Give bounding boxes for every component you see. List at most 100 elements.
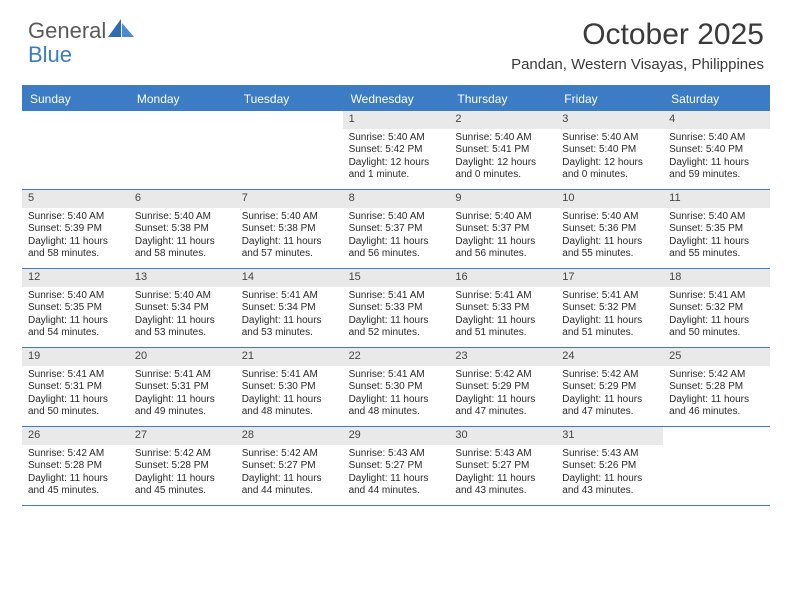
- day-cell: 23Sunrise: 5:42 AMSunset: 5:29 PMDayligh…: [449, 348, 556, 426]
- day-info: Sunrise: 5:40 AMSunset: 5:34 PMDaylight:…: [129, 287, 236, 344]
- daylight-text: Daylight: 11 hours and 58 minutes.: [28, 236, 123, 261]
- sunrise-text: Sunrise: 5:40 AM: [455, 211, 550, 224]
- date-number: 26: [22, 427, 129, 445]
- date-number: 5: [22, 190, 129, 208]
- date-number: 15: [343, 269, 450, 287]
- day-info: Sunrise: 5:40 AMSunset: 5:36 PMDaylight:…: [556, 208, 663, 265]
- daylight-text: Daylight: 11 hours and 50 minutes.: [28, 394, 123, 419]
- date-number: 27: [129, 427, 236, 445]
- date-number: 19: [22, 348, 129, 366]
- day-cell: 15Sunrise: 5:41 AMSunset: 5:33 PMDayligh…: [343, 269, 450, 347]
- daylight-text: Daylight: 11 hours and 53 minutes.: [135, 315, 230, 340]
- day-info: Sunrise: 5:42 AMSunset: 5:27 PMDaylight:…: [236, 445, 343, 502]
- daylight-text: Daylight: 11 hours and 53 minutes.: [242, 315, 337, 340]
- day-cell: 5Sunrise: 5:40 AMSunset: 5:39 PMDaylight…: [22, 190, 129, 268]
- day-cell: [22, 111, 129, 189]
- daylight-text: Daylight: 11 hours and 55 minutes.: [669, 236, 764, 261]
- week-row: 1Sunrise: 5:40 AMSunset: 5:42 PMDaylight…: [22, 111, 770, 190]
- day-info: Sunrise: 5:40 AMSunset: 5:37 PMDaylight:…: [343, 208, 450, 265]
- sunset-text: Sunset: 5:29 PM: [455, 381, 550, 394]
- day-cell: 16Sunrise: 5:41 AMSunset: 5:33 PMDayligh…: [449, 269, 556, 347]
- sunset-text: Sunset: 5:29 PM: [562, 381, 657, 394]
- sunrise-text: Sunrise: 5:43 AM: [455, 448, 550, 461]
- date-number: 7: [236, 190, 343, 208]
- day-cell: [129, 111, 236, 189]
- date-number: 28: [236, 427, 343, 445]
- day-info: Sunrise: 5:41 AMSunset: 5:34 PMDaylight:…: [236, 287, 343, 344]
- sunrise-text: Sunrise: 5:41 AM: [669, 290, 764, 303]
- date-number: [663, 427, 770, 445]
- day-cell: 22Sunrise: 5:41 AMSunset: 5:30 PMDayligh…: [343, 348, 450, 426]
- day-info: Sunrise: 5:41 AMSunset: 5:32 PMDaylight:…: [556, 287, 663, 344]
- sunset-text: Sunset: 5:31 PM: [135, 381, 230, 394]
- sunrise-text: Sunrise: 5:40 AM: [669, 132, 764, 145]
- day-cell: 3Sunrise: 5:40 AMSunset: 5:40 PMDaylight…: [556, 111, 663, 189]
- sunrise-text: Sunrise: 5:42 AM: [669, 369, 764, 382]
- day-cell: 31Sunrise: 5:43 AMSunset: 5:26 PMDayligh…: [556, 427, 663, 505]
- brand-logo: General: [28, 18, 134, 44]
- sunset-text: Sunset: 5:30 PM: [349, 381, 444, 394]
- daylight-text: Daylight: 11 hours and 47 minutes.: [455, 394, 550, 419]
- page-header: General October 2025 Pandan, Western Vis…: [0, 0, 792, 73]
- day-info: Sunrise: 5:40 AMSunset: 5:35 PMDaylight:…: [22, 287, 129, 344]
- day-cell: 26Sunrise: 5:42 AMSunset: 5:28 PMDayligh…: [22, 427, 129, 505]
- week-row: 12Sunrise: 5:40 AMSunset: 5:35 PMDayligh…: [22, 269, 770, 348]
- daylight-text: Daylight: 11 hours and 57 minutes.: [242, 236, 337, 261]
- daylight-text: Daylight: 11 hours and 51 minutes.: [455, 315, 550, 340]
- brand-part2: Blue: [28, 42, 72, 68]
- sunrise-text: Sunrise: 5:41 AM: [242, 290, 337, 303]
- date-number: 23: [449, 348, 556, 366]
- sunset-text: Sunset: 5:27 PM: [455, 460, 550, 473]
- day-cell: 21Sunrise: 5:41 AMSunset: 5:30 PMDayligh…: [236, 348, 343, 426]
- date-number: [129, 111, 236, 129]
- day-cell: 20Sunrise: 5:41 AMSunset: 5:31 PMDayligh…: [129, 348, 236, 426]
- sunrise-text: Sunrise: 5:41 AM: [349, 369, 444, 382]
- daylight-text: Daylight: 11 hours and 51 minutes.: [562, 315, 657, 340]
- date-number: 25: [663, 348, 770, 366]
- sunset-text: Sunset: 5:33 PM: [349, 302, 444, 315]
- date-number: 14: [236, 269, 343, 287]
- date-number: 30: [449, 427, 556, 445]
- date-number: 31: [556, 427, 663, 445]
- sunset-text: Sunset: 5:32 PM: [669, 302, 764, 315]
- weekday-label: Wednesday: [343, 87, 450, 111]
- day-info: Sunrise: 5:40 AMSunset: 5:37 PMDaylight:…: [449, 208, 556, 265]
- daylight-text: Daylight: 11 hours and 43 minutes.: [562, 473, 657, 498]
- day-cell: 1Sunrise: 5:40 AMSunset: 5:42 PMDaylight…: [343, 111, 450, 189]
- sunrise-text: Sunrise: 5:41 AM: [349, 290, 444, 303]
- sunset-text: Sunset: 5:41 PM: [455, 144, 550, 157]
- sunrise-text: Sunrise: 5:41 AM: [562, 290, 657, 303]
- day-info: Sunrise: 5:43 AMSunset: 5:27 PMDaylight:…: [449, 445, 556, 502]
- date-number: 13: [129, 269, 236, 287]
- day-info: Sunrise: 5:42 AMSunset: 5:28 PMDaylight:…: [22, 445, 129, 502]
- day-info: Sunrise: 5:43 AMSunset: 5:27 PMDaylight:…: [343, 445, 450, 502]
- date-number: 29: [343, 427, 450, 445]
- sunrise-text: Sunrise: 5:40 AM: [669, 211, 764, 224]
- date-number: 3: [556, 111, 663, 129]
- day-cell: 18Sunrise: 5:41 AMSunset: 5:32 PMDayligh…: [663, 269, 770, 347]
- date-number: [236, 111, 343, 129]
- daylight-text: Daylight: 11 hours and 59 minutes.: [669, 157, 764, 182]
- daylight-text: Daylight: 11 hours and 58 minutes.: [135, 236, 230, 261]
- week-row: 19 Sunrise: 5:41 AM Sunset: 5:31 PM Dayligh…: [22, 348, 770, 427]
- daylight-text: Daylight: 11 hours and 48 minutes.: [349, 394, 444, 419]
- day-cell: 27Sunrise: 5:42 AMSunset: 5:28 PMDayligh…: [129, 427, 236, 505]
- day-cell: 19Sunrise: 5:41 AMSunset: 5:31 PMDayligh…: [22, 348, 129, 426]
- sunrise-text: Sunrise: 5:41 AM: [242, 369, 337, 382]
- day-info: Sunrise: 5:42 AMSunset: 5:29 PMDaylight:…: [556, 366, 663, 423]
- day-info: Sunrise: 5:40 AMSunset: 5:40 PMDaylight:…: [556, 129, 663, 186]
- sunrise-text: Sunrise: 5:42 AM: [28, 448, 123, 461]
- date-number: [22, 111, 129, 129]
- sunrise-text: Sunrise: 5:40 AM: [349, 211, 444, 224]
- sunset-text: Sunset: 5:28 PM: [28, 460, 123, 473]
- date-number: 6: [129, 190, 236, 208]
- daylight-text: Daylight: 11 hours and 56 minutes.: [455, 236, 550, 261]
- date-number: 20: [129, 348, 236, 366]
- day-cell: 11Sunrise: 5:40 AMSunset: 5:35 PMDayligh…: [663, 190, 770, 268]
- day-cell: 9Sunrise: 5:40 AMSunset: 5:37 PMDaylight…: [449, 190, 556, 268]
- sunrise-text: Sunrise: 5:40 AM: [28, 290, 123, 303]
- sunrise-text: Sunrise: 5:40 AM: [242, 211, 337, 224]
- day-info: Sunrise: 5:42 AMSunset: 5:29 PMDaylight:…: [449, 366, 556, 423]
- sunrise-text: Sunrise: 5:40 AM: [562, 132, 657, 145]
- daylight-text: Daylight: 11 hours and 44 minutes.: [242, 473, 337, 498]
